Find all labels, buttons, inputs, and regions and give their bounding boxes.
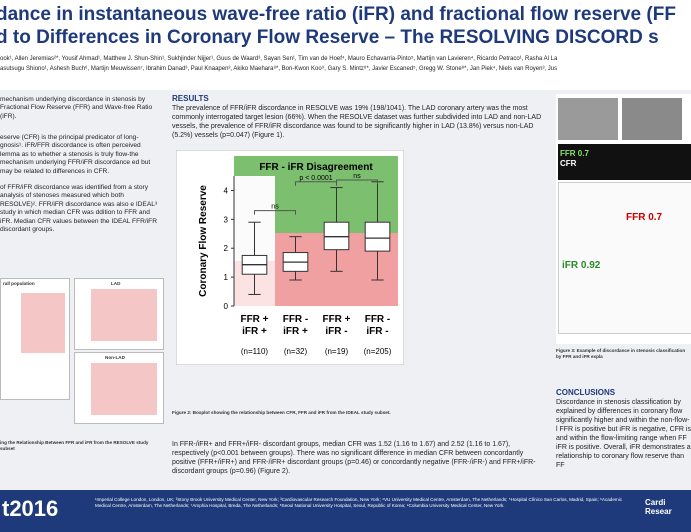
x-tick-label: iFR - [325, 326, 347, 337]
figure: FFR 0.7 CFR FFR 0.7 iFR 0.92 [556, 94, 691, 344]
caption: Figure 3: Example of discordance in sten… [556, 348, 686, 359]
chart-title: FFR - iFR Disagreement [259, 162, 373, 173]
heading: RESULTS [172, 94, 209, 103]
box [364, 221, 391, 252]
panel-label: rall population [3, 281, 35, 286]
n-label: (n=19) [325, 347, 349, 356]
annotation: ns [353, 173, 361, 180]
caption: ing the Relationship Between FFR and iFR… [0, 440, 149, 451]
x-tick-label: FFR + [322, 314, 350, 325]
logo: t2016 [2, 496, 59, 521]
x-tick-label: FFR - [283, 314, 309, 325]
scatter-panel: rall population [0, 278, 70, 400]
affiliations: ¹Imperial College London, London, UK; ²S… [95, 497, 623, 508]
y-tick-label: 1 [224, 273, 229, 282]
y-axis-label: Coronary Flow Reserve [198, 185, 209, 297]
caption: Figure 2: Boxplot showing the relationsh… [172, 410, 391, 415]
paragraph: eserve (CFR) is the principal predicator… [0, 134, 151, 175]
n-label: (n=32) [284, 347, 308, 356]
title-band [234, 156, 398, 176]
y-tick-label: 4 [224, 186, 229, 195]
x-tick-label: FFR - [365, 314, 391, 325]
annotation: ns [271, 204, 279, 211]
title-line: d to Differences in Coronary Flow Reserv… [0, 27, 659, 48]
paragraph: In FFR-/iFR+ and FFR+/iFR- discordant gr… [172, 441, 536, 475]
box [323, 221, 350, 251]
paragraph: of FFR/iFR discordance was identified fr… [0, 184, 158, 234]
bracket [336, 179, 378, 184]
annotation: p < 0.0001 [299, 175, 332, 182]
fig-label: iFR 0.92 [562, 260, 601, 271]
panel-label: LAD [111, 281, 121, 286]
panel-label: Non-LAD [105, 355, 125, 360]
brand: Cardi Resear [645, 498, 672, 516]
authors: ook¹, Allen Jeremias²*, Yousif Ahmad¹, M… [0, 56, 558, 62]
x-tick-label: iFR + [283, 326, 308, 337]
x-tick-label: FFR + [240, 314, 268, 325]
n-label: (n=110) [241, 347, 269, 356]
heading: CONCLUSIONS [556, 388, 616, 397]
paragraph: The prevalence of FFR/iFR discordance in… [172, 105, 542, 139]
x-tick-label: iFR - [366, 326, 388, 337]
fig-label: CFR [560, 159, 577, 168]
x-tick-label: iFR + [242, 326, 267, 337]
bracket [254, 210, 296, 215]
fig-label: FFR 0.7 [626, 212, 663, 223]
n-label: (n=205) [364, 347, 392, 356]
footer [0, 490, 691, 532]
paragraph: mechanism underlying discordance in sten… [0, 96, 153, 120]
fig-label: FFR 0.7 [560, 149, 589, 158]
authors: asutsugu Shiono¹, Ashesh Buch⁶, Martijn … [0, 66, 558, 72]
scatter-panel: Non-LAD [74, 352, 164, 424]
header [0, 0, 691, 90]
y-tick-label: 3 [224, 215, 229, 224]
y-tick-label: 2 [224, 244, 229, 253]
title-line: dance in instantaneous wave-free ratio (… [0, 4, 676, 25]
chart: FFR - iFR Disagreement Coronary Flow Rese… [176, 150, 404, 365]
paragraph: Discordance in stenosis classification b… [556, 399, 691, 469]
scatter-panel: LAD [74, 278, 164, 350]
y-tick-label: 0 [224, 302, 229, 311]
